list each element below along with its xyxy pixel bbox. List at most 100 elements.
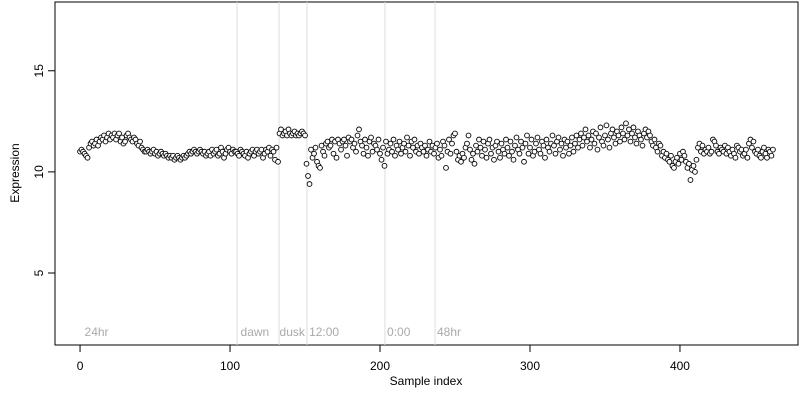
point — [461, 154, 467, 161]
point — [410, 144, 416, 151]
point — [543, 136, 550, 143]
point — [504, 144, 511, 151]
point — [758, 154, 764, 161]
point — [584, 138, 590, 145]
point — [540, 142, 547, 149]
point — [699, 142, 706, 149]
annotation: dusk — [280, 325, 306, 339]
point — [624, 132, 631, 139]
x-tick-label: 300 — [520, 359, 540, 373]
point — [486, 136, 493, 143]
point — [359, 142, 365, 149]
point — [582, 126, 589, 133]
point — [525, 150, 532, 157]
point — [519, 144, 526, 151]
point — [510, 156, 517, 163]
point — [312, 144, 319, 151]
point — [426, 138, 433, 145]
point — [687, 177, 694, 183]
point — [578, 130, 584, 137]
point — [618, 124, 625, 131]
point — [390, 136, 397, 143]
point — [482, 146, 488, 153]
point — [612, 140, 619, 147]
x-tick-label: 200 — [370, 359, 390, 373]
point — [573, 132, 580, 139]
point — [542, 154, 548, 161]
point — [305, 173, 311, 179]
point — [602, 132, 608, 139]
point — [122, 138, 128, 145]
point — [638, 136, 644, 143]
point — [449, 140, 455, 147]
point — [585, 132, 592, 139]
point — [363, 144, 370, 151]
point — [498, 140, 505, 147]
point — [483, 154, 490, 161]
point — [654, 148, 661, 155]
x-tick-label: 400 — [670, 359, 690, 373]
point — [476, 136, 482, 143]
point — [441, 142, 448, 149]
point — [317, 164, 323, 171]
point — [620, 130, 626, 137]
point — [534, 134, 541, 141]
point — [572, 140, 578, 147]
point — [597, 124, 604, 131]
point — [507, 138, 514, 145]
point — [743, 146, 749, 153]
point — [351, 140, 358, 147]
plot-frame — [54, 1, 799, 346]
point — [651, 136, 658, 143]
point — [629, 130, 635, 137]
point — [374, 146, 380, 153]
point — [267, 152, 274, 159]
point — [663, 150, 670, 157]
point — [116, 130, 122, 137]
point — [321, 152, 328, 159]
point — [564, 138, 571, 145]
y-tick-label: 15 — [32, 64, 46, 78]
point — [488, 150, 494, 157]
point — [333, 154, 340, 161]
point — [437, 146, 443, 153]
point — [761, 144, 767, 151]
point — [420, 148, 427, 155]
point — [434, 140, 440, 147]
point — [567, 142, 574, 149]
point — [512, 142, 518, 149]
point — [524, 132, 530, 139]
point — [375, 136, 382, 143]
point — [273, 144, 280, 151]
point — [770, 146, 776, 153]
point — [365, 152, 371, 159]
point — [627, 138, 634, 145]
x-axis-title: Sample index — [390, 374, 463, 388]
point — [617, 138, 623, 145]
point — [749, 144, 755, 151]
point — [380, 144, 386, 151]
point — [318, 142, 325, 149]
point — [473, 142, 479, 149]
point — [560, 152, 566, 159]
point — [452, 130, 458, 137]
point — [549, 132, 556, 139]
point — [213, 146, 220, 153]
point — [716, 150, 722, 157]
point — [575, 144, 581, 151]
point — [674, 154, 680, 161]
point — [377, 150, 383, 157]
point — [594, 146, 601, 153]
x-tick-label: 100 — [220, 359, 240, 373]
point — [521, 158, 527, 165]
point — [407, 152, 413, 159]
point — [501, 150, 508, 157]
point — [464, 140, 470, 147]
point — [342, 142, 349, 149]
point — [569, 134, 575, 141]
point — [477, 144, 484, 151]
point — [581, 134, 587, 141]
point — [491, 156, 497, 163]
point — [755, 146, 761, 153]
point — [465, 132, 472, 139]
